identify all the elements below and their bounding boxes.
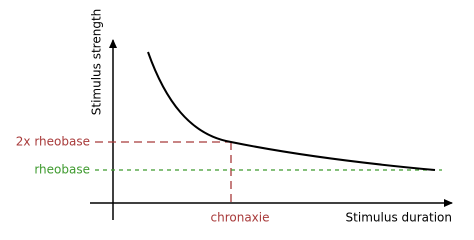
rheobase-label: rheobase (34, 163, 90, 177)
double-rheobase-label: 2x rheobase (16, 135, 90, 149)
strength-duration-diagram: Stimulus strength Stimulus duration 2x r… (16, 9, 453, 225)
chronaxie-label: chronaxie (211, 211, 270, 225)
strength-duration-curve (147, 51, 436, 171)
y-axis-label: Stimulus strength (90, 9, 104, 116)
page: Stimulus strength Stimulus duration 2x r… (15, 8, 453, 225)
x-axis-label: Stimulus duration (346, 211, 452, 225)
